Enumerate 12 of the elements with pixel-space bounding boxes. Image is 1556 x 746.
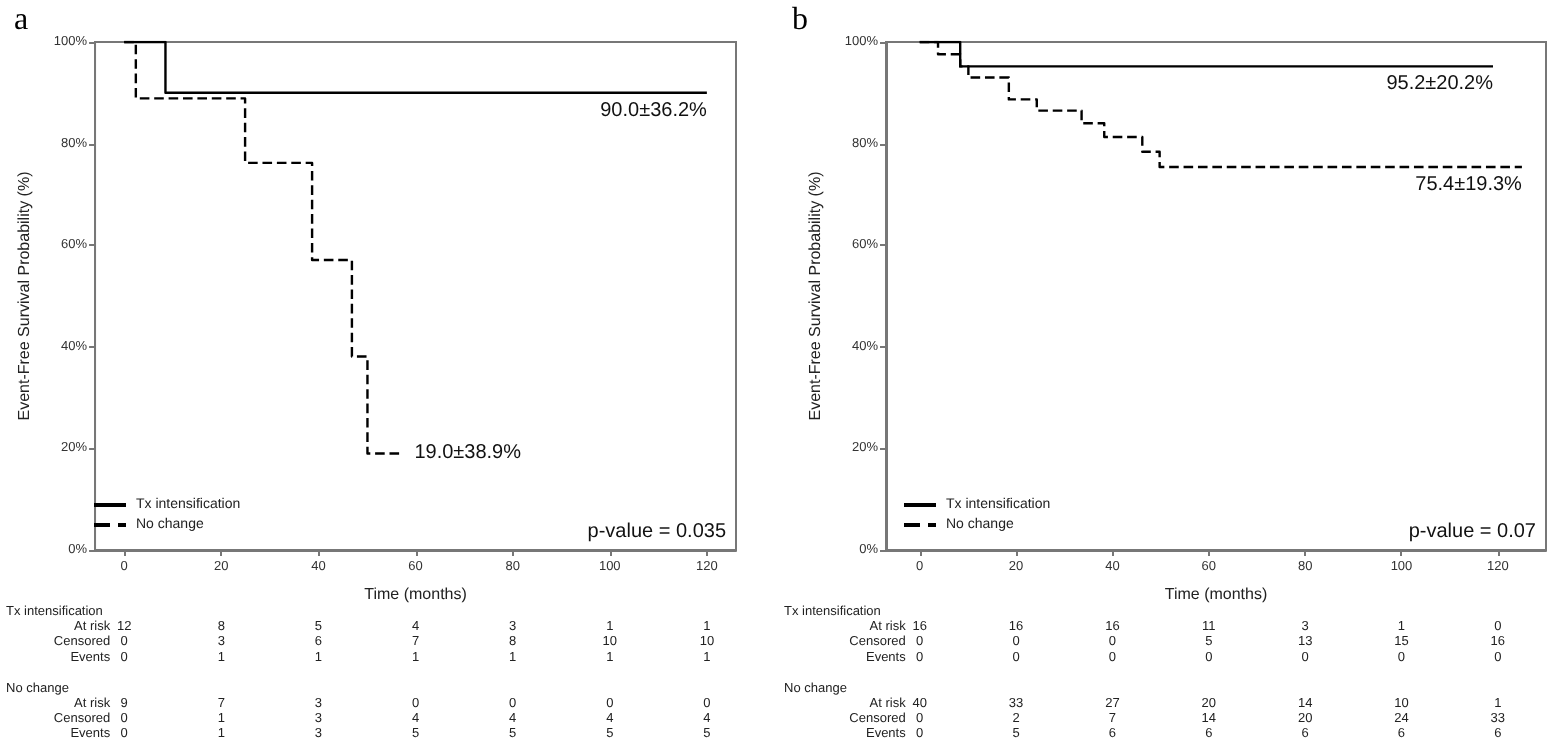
annotation: 75.4±19.3% bbox=[1415, 173, 1523, 196]
annotation: 19.0±38.9% bbox=[414, 442, 522, 465]
chart-title: b bbox=[792, 3, 808, 37]
x-axis-title: Time (months) bbox=[1164, 585, 1268, 603]
annotation: 95.2±20.2% bbox=[1386, 73, 1494, 96]
chart-title: a bbox=[14, 3, 29, 37]
y-axis-title: Event-Free Survival Probability (%) bbox=[805, 170, 824, 421]
annotation: p-value = 0.07 bbox=[1408, 521, 1537, 543]
annotation: p-value = 0.035 bbox=[587, 521, 727, 543]
y-axis-title: Event-Free Survival Probability (%) bbox=[15, 170, 33, 421]
x-axis-title: Time (months) bbox=[364, 585, 468, 603]
annotation: 90.0±36.2% bbox=[600, 99, 708, 122]
